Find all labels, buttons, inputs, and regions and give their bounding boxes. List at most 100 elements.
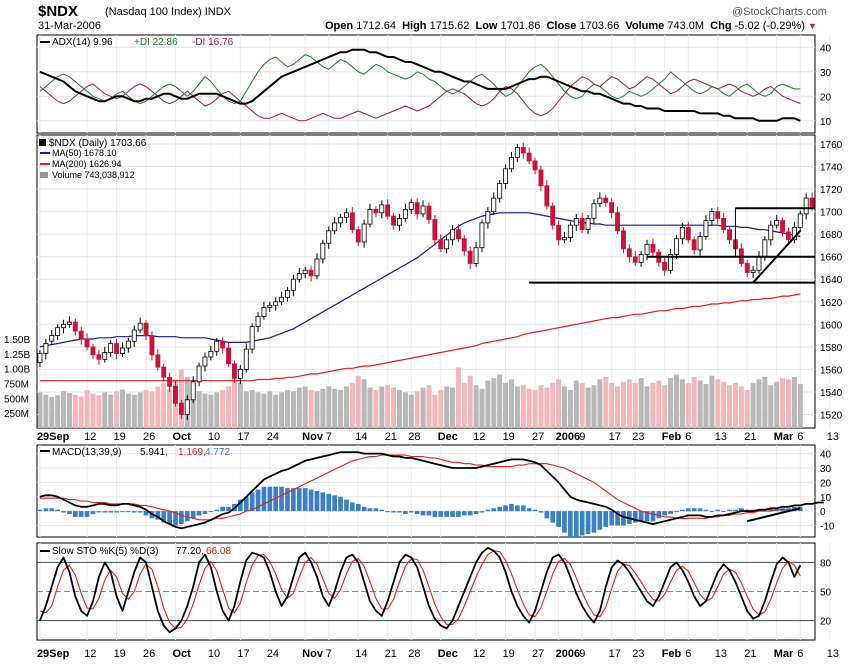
macd-histogram-bar — [403, 511, 408, 514]
volume-bar — [420, 387, 426, 428]
volume-bar — [237, 382, 243, 428]
volume-bar — [349, 382, 355, 428]
candle-body — [178, 402, 184, 415]
candle-body — [385, 204, 391, 217]
sto-x-tick-label: Nov — [302, 648, 324, 660]
macd-histogram-bar — [302, 488, 308, 512]
sto-x-tick-label: 6 — [797, 648, 803, 660]
macd-histogram-bar — [479, 511, 485, 513]
macd-histogram-bar — [709, 511, 715, 513]
macd-histogram-bar — [90, 511, 96, 514]
volume-bar — [709, 375, 715, 428]
volume-bar — [408, 394, 414, 428]
candle-body — [355, 229, 361, 243]
macd-histogram-bar — [573, 511, 579, 537]
brand-label[interactable]: @StockCharts.com — [732, 6, 827, 18]
volume-bar — [220, 390, 226, 428]
macd-histogram-bar — [155, 511, 161, 520]
candle-body — [508, 157, 514, 170]
macd-histogram-bar — [96, 511, 102, 513]
candle-body — [603, 197, 609, 204]
price-x-tick-label: 27 — [532, 431, 544, 443]
minus-di-line — [39, 76, 801, 122]
minus-di-legend-label: -DI 16.76 — [192, 37, 234, 48]
sto-x-tick-label: 19 — [114, 648, 126, 660]
volume-bar — [367, 387, 373, 428]
sto-x-tick-label: 12 — [84, 648, 96, 660]
candle-body — [161, 366, 167, 378]
macd-histogram-bar — [444, 511, 449, 517]
price-y-tick-label: 1580 — [820, 343, 843, 354]
candle-body — [202, 356, 208, 367]
sto-x-tick-label: 21 — [385, 648, 397, 660]
macd-histogram-bar — [609, 511, 614, 526]
price-x-tick-label: 29Sep — [37, 431, 70, 443]
volume-bar — [503, 382, 509, 428]
macd-histogram-bar — [538, 511, 544, 513]
volume-bar — [143, 390, 149, 428]
candle-body — [426, 205, 432, 220]
macd-histogram-bar — [78, 511, 84, 517]
candle-body — [167, 376, 173, 387]
open-value: 1712.64 — [356, 20, 396, 32]
volume-bar — [479, 388, 485, 428]
volume-bar — [780, 378, 786, 428]
macd-trendline — [746, 507, 801, 523]
volume-bar — [774, 381, 780, 428]
ma200-line — [39, 293, 801, 382]
macd-histogram-bar — [291, 488, 296, 512]
macd-histogram-bar — [550, 511, 556, 523]
macd-histogram-bar — [120, 511, 125, 513]
sto-y-tick-label: 50 — [820, 588, 832, 599]
volume-bar — [733, 382, 738, 428]
sto-x-tick-label: 7 — [326, 648, 332, 660]
price-x-tick-label: 21 — [385, 431, 397, 443]
macd-histogram-bar — [497, 506, 502, 512]
candle-legend-icon — [39, 139, 46, 146]
sto-x-tick-label: 10 — [208, 648, 220, 660]
volume-bar — [114, 391, 120, 428]
price-x-tick-label: 17 — [609, 431, 621, 443]
volume-bar — [373, 390, 379, 428]
candle-body — [591, 203, 597, 219]
price-y-tick-label: 1560 — [820, 365, 843, 376]
volume-bar — [438, 390, 444, 428]
candle-body — [131, 329, 137, 342]
volume-bar — [514, 386, 520, 428]
candle-body — [67, 321, 72, 325]
macd-histogram-bar — [621, 511, 626, 526]
sto-x-tick-label: 17 — [237, 648, 249, 660]
macd-histogram-bar — [391, 511, 396, 513]
volume-tick-label: 750M — [4, 379, 29, 390]
macd-histogram-bar — [238, 499, 243, 512]
volume-bar — [108, 394, 114, 428]
price-y-tick-label: 1720 — [820, 185, 843, 196]
candle-body — [520, 146, 526, 154]
sto-x-tick-label: Dec — [438, 648, 458, 660]
candle-body — [220, 340, 226, 349]
macd-histogram-bar — [143, 511, 149, 516]
candle-body — [455, 229, 461, 240]
candle-body — [809, 197, 815, 208]
sto-x-tick-label: Oct — [173, 648, 192, 660]
macd-histogram-bar — [432, 511, 438, 517]
candle-body — [320, 242, 326, 260]
volume-bar — [190, 386, 196, 428]
volume-bar — [66, 393, 72, 428]
price-x-tick-label: 13 — [827, 431, 839, 443]
volume-bar — [55, 395, 61, 428]
volume-bar — [61, 391, 66, 428]
volume-bar — [243, 391, 249, 428]
macd-legend-name: MACD(13,39,9) — [52, 447, 121, 458]
volume-bar — [579, 382, 585, 428]
candle-body — [49, 335, 55, 342]
candle-body — [803, 197, 809, 215]
macd-histogram-bar — [67, 511, 72, 514]
macd-histogram-bar — [650, 511, 656, 522]
macd-histogram-bar — [308, 489, 314, 512]
price-y-tick-label: 1600 — [820, 320, 843, 331]
macd-line — [39, 451, 824, 530]
candle-body — [473, 247, 479, 264]
high-value: 1715.62 — [429, 20, 470, 32]
